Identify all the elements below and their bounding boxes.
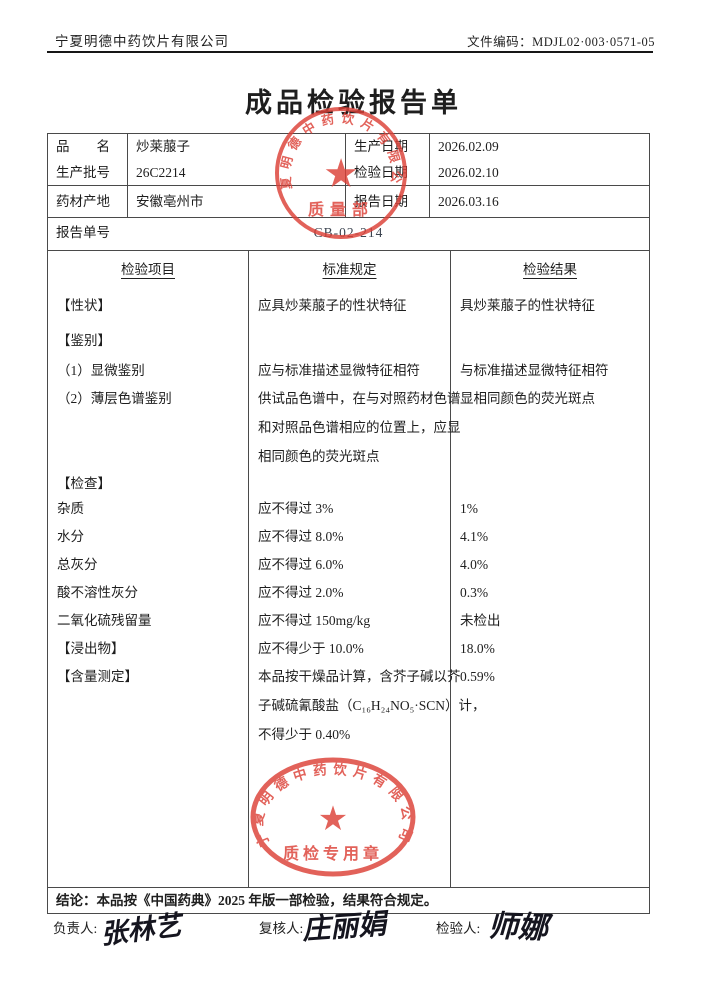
column-results: 检验结果 具炒莱菔子的性状特征 与标准描述显微特征相符 显相同颜色的荧光斑点 1… <box>451 251 649 887</box>
result-line: 1% <box>460 501 478 516</box>
header-rule <box>47 51 653 53</box>
production-date-value: 2026.02.09 <box>438 139 499 154</box>
origin-label: 药材产地 <box>56 194 110 209</box>
stamp-qc-text: 质检专用章 <box>283 844 383 863</box>
company-name: 宁夏明德中药饮片有限公司 <box>55 34 229 49</box>
inspector-signature: 师娜 <box>487 908 549 947</box>
item-jianbie: 【鉴别】 <box>57 333 111 348</box>
origin-value: 安徽亳州市 <box>136 194 204 209</box>
std-line: 相同颜色的荧光斑点 <box>258 449 380 464</box>
item-eryanghualiu: 二氧化硫残留量 <box>57 613 152 628</box>
result-line: 显相同颜色的荧光斑点 <box>460 391 595 406</box>
reviewer-label: 复核人: <box>259 921 304 936</box>
product-name-label: 品 名 <box>56 139 110 154</box>
product-name-value: 炒莱菔子 <box>136 139 190 154</box>
stamp-dept-text: 质量部 <box>308 200 374 219</box>
item-baoceng: （2）薄层色谱鉴别 <box>57 391 172 406</box>
report-date-value: 2026.03.16 <box>438 194 499 209</box>
info-row-product-batch: 品 名 生产批号 炒莱菔子 26C2214 生产日期 检验日期 2026.02.… <box>48 134 649 186</box>
std-line: 子碱硫氰酸盐（C₁₆H₂₄NO₅·SCN）计， <box>258 698 486 713</box>
result-line: 0.3% <box>460 585 489 600</box>
quality-dept-stamp: 宁夏明德中药饮片有限公司 ★ 质量部 <box>271 103 407 239</box>
result-line: 与标准描述显微特征相符 <box>460 363 609 378</box>
item-hanliang: 【含量测定】 <box>57 669 138 684</box>
production-date-label: 生产日期 <box>354 139 408 154</box>
std-line: 应不得过 150mg/kg <box>258 613 371 628</box>
column-standards: 标准规定 应具炒莱菔子的性状特征 应与标准描述显微特征相符 供试品色谱中，在与对… <box>249 251 486 887</box>
reviewer-signature: 庄丽娟 <box>301 907 388 946</box>
item-xianwei: （1）显微鉴别 <box>57 363 145 378</box>
col-header-standards: 标准规定 <box>322 262 377 277</box>
std-line: 应不得过 8.0% <box>258 529 344 544</box>
item-jiancha: 【检查】 <box>57 476 111 491</box>
item-shuifen: 水分 <box>57 529 84 544</box>
conclusion-row: 结论：本品按《中国药典》2025 年版一部检验，结果符合规定。 <box>47 888 650 914</box>
inspection-date-label: 检验日期 <box>354 165 408 180</box>
std-line: 不得少于 0.40% <box>258 727 351 742</box>
report-no-label: 报告单号 <box>56 225 110 240</box>
conclusion-text: 结论：本品按《中国药典》2025 年版一部检验，结果符合规定。 <box>56 893 438 908</box>
result-line: 未检出 <box>460 613 501 628</box>
stamp-star-icon: ★ <box>318 801 348 838</box>
column-items: 检验项目 【性状】 【鉴别】 （1）显微鉴别 （2）薄层色谱鉴别 【检查】 杂质… <box>48 251 249 887</box>
result-line: 4.0% <box>460 557 489 572</box>
inspector-label: 检验人: <box>436 921 481 936</box>
result-line: 4.1% <box>460 529 489 544</box>
col-header-items: 检验项目 <box>121 262 175 277</box>
responsible-signature: 张林艺 <box>98 910 183 951</box>
result-line: 18.0% <box>460 641 495 656</box>
result-line: 0.59% <box>460 669 495 684</box>
item-suanburong: 酸不溶性灰分 <box>57 585 138 600</box>
product-info-table: 品 名 生产批号 炒莱菔子 26C2214 生产日期 检验日期 2026.02.… <box>47 133 650 250</box>
std-line: 应具炒莱菔子的性状特征 <box>258 298 407 313</box>
item-xingzhuang: 【性状】 <box>57 298 111 313</box>
stamp-ring <box>275 107 407 239</box>
qc-seal-stamp: 宁夏明德中药饮片有限公司 ★ 质检专用章 <box>250 757 416 877</box>
item-jinchuwu: 【浸出物】 <box>57 641 125 656</box>
stamp-ring <box>250 757 416 877</box>
std-line: 应不得过 2.0% <box>258 585 344 600</box>
batch-no-value: 26C2214 <box>136 165 186 180</box>
std-line: 应不得过 3% <box>258 501 334 516</box>
std-line: 本品按干燥品计算，含芥子碱以芥 <box>258 669 461 684</box>
std-line: 应与标准描述显微特征相符 <box>258 363 420 378</box>
inspection-date-value: 2026.02.10 <box>438 165 499 180</box>
std-line: 和对照品色谱相应的位置上，应显 <box>258 420 461 435</box>
stamp-star-icon: ★ <box>323 151 359 196</box>
std-line: 应不得少于 10.0% <box>258 641 364 656</box>
item-zazhi: 杂质 <box>57 501 84 516</box>
inspection-results-table: 检验项目 【性状】 【鉴别】 （1）显微鉴别 （2）薄层色谱鉴别 【检查】 杂质… <box>47 250 650 888</box>
document-code: 文件编码：MDJL02·003·0571-05 <box>467 35 655 49</box>
responsible-label: 负责人: <box>53 921 98 936</box>
std-line: 应不得过 6.0% <box>258 557 344 572</box>
item-zonghuifen: 总灰分 <box>57 557 98 572</box>
col-header-results: 检验结果 <box>523 262 577 277</box>
page-title: 成品检验报告单 <box>245 88 462 118</box>
result-line: 具炒莱菔子的性状特征 <box>460 298 595 313</box>
batch-no-label: 生产批号 <box>56 165 110 180</box>
std-line: 供试品色谱中，在与对照药材色谱 <box>258 391 461 406</box>
